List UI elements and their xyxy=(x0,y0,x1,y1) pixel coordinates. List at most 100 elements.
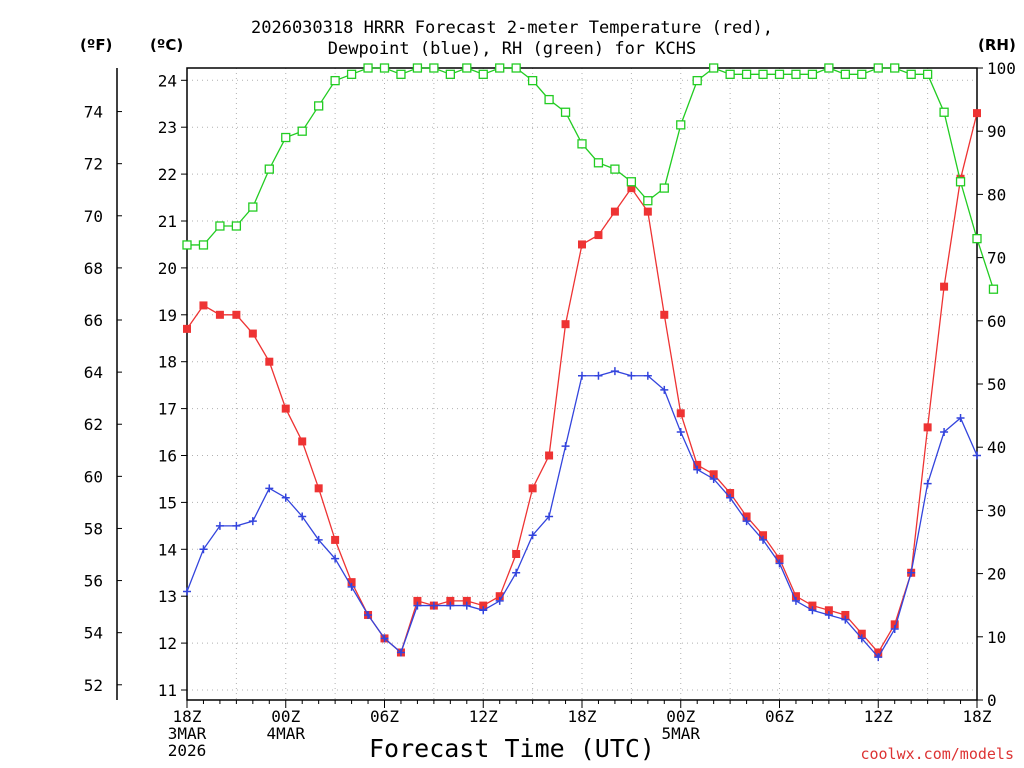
celsius-tick-label: 14 xyxy=(158,540,177,559)
rh-point xyxy=(182,240,192,250)
fahrenheit-tick-label: 52 xyxy=(84,676,103,695)
celsius-tick-label: 23 xyxy=(158,118,177,137)
rh-point xyxy=(774,69,785,79)
rh-point xyxy=(215,221,225,231)
rh-point xyxy=(346,69,357,79)
fahrenheit-tick-label: 60 xyxy=(84,467,103,486)
rh-point xyxy=(890,63,900,73)
rh-point xyxy=(709,63,719,73)
rh-point xyxy=(396,69,406,79)
dewpoint-point xyxy=(940,428,949,437)
temperature-point xyxy=(610,207,619,216)
celsius-tick-label: 24 xyxy=(158,71,177,90)
temperature-point xyxy=(331,535,340,544)
x-tick-label: 06Z xyxy=(370,707,399,726)
rh-point xyxy=(330,75,340,86)
rh-point xyxy=(379,63,390,73)
celsius-unit-label: (ºC) xyxy=(150,36,184,54)
rh-point xyxy=(922,69,933,79)
rh-point xyxy=(791,69,801,79)
temperature-point xyxy=(923,423,932,432)
temperature-point xyxy=(462,596,471,605)
rh-point xyxy=(412,63,423,73)
dewpoint-point xyxy=(874,653,883,662)
celsius-tick-label: 13 xyxy=(158,587,177,606)
temperature-point xyxy=(298,437,307,446)
rh-point xyxy=(560,107,571,117)
dewpoint-point xyxy=(693,465,702,474)
temperature-point xyxy=(281,404,290,413)
temperature-point xyxy=(874,648,883,657)
dewpoint-point xyxy=(890,625,899,634)
rh-tick-label: 50 xyxy=(987,375,1006,394)
rh-point xyxy=(198,240,209,250)
fahrenheit-tick-label: 64 xyxy=(84,363,103,382)
x-tick-label: 4MAR xyxy=(266,724,305,743)
temperature-point xyxy=(314,484,323,493)
temperature-point xyxy=(215,310,224,319)
rh-point xyxy=(544,94,554,105)
dewpoint-point xyxy=(709,474,718,483)
x-tick-label: 18Z xyxy=(568,707,597,726)
rh-point xyxy=(659,183,669,193)
rh-tick-label: 20 xyxy=(987,565,1006,584)
temperature-point xyxy=(545,451,554,460)
celsius-tick-label: 12 xyxy=(158,634,177,653)
rh-point xyxy=(462,63,472,73)
dewpoint-point xyxy=(660,385,669,394)
temperature-point xyxy=(512,549,521,558)
dewpoint-point xyxy=(923,479,932,488)
celsius-tick-label: 11 xyxy=(158,681,177,700)
dewpoint-point xyxy=(413,601,422,610)
rh-point xyxy=(676,120,686,130)
temperature-point xyxy=(479,601,488,610)
dewpoint-point xyxy=(396,648,405,657)
rh-tick-label: 40 xyxy=(987,438,1006,457)
temperature-point xyxy=(857,629,866,638)
x-tick-label: 12Z xyxy=(469,707,498,726)
temperature-point xyxy=(709,470,718,479)
temperature-point xyxy=(594,231,603,240)
temperature-point xyxy=(775,554,784,563)
x-tick-label: 18Z xyxy=(173,707,202,726)
temperature-point xyxy=(643,207,652,216)
dewpoint-point xyxy=(265,484,274,493)
dewpoint-point xyxy=(199,545,208,554)
x-tick-label: 2026 xyxy=(168,741,207,760)
celsius-tick-label: 21 xyxy=(158,212,177,231)
fahrenheit-tick-label: 66 xyxy=(84,311,103,330)
dewpoint-point xyxy=(512,568,521,577)
x-axis-title: Forecast Time (UTC) xyxy=(369,734,655,763)
rh-tick-label: 80 xyxy=(987,185,1006,204)
series-line-rh xyxy=(187,67,995,290)
celsius-tick-label: 15 xyxy=(158,493,177,512)
rh-point xyxy=(610,164,620,174)
dewpoint-point xyxy=(808,606,817,615)
dewpoint-point xyxy=(380,634,389,643)
temperature-point xyxy=(808,601,817,610)
dewpoint-point xyxy=(495,596,504,605)
fahrenheit-tick-label: 56 xyxy=(84,572,103,591)
x-tick-label: 5MAR xyxy=(661,724,700,743)
temperature-point xyxy=(824,606,833,615)
chart-title-line1: 2026030318 HRRR Forecast 2-meter Tempera… xyxy=(251,18,773,38)
dewpoint-point xyxy=(956,413,965,422)
dewpoint-point xyxy=(824,610,833,619)
rh-point xyxy=(840,69,850,79)
rh-point xyxy=(495,63,505,73)
temperature-point xyxy=(183,324,191,333)
rh-point xyxy=(939,107,949,117)
rh-tick-label: 0 xyxy=(987,691,997,710)
celsius-tick-label: 16 xyxy=(158,447,177,466)
dewpoint-point xyxy=(446,601,455,610)
rh-tick-label: 90 xyxy=(987,122,1006,141)
temperature-point xyxy=(248,329,257,338)
x-tick-label: 12Z xyxy=(864,707,893,726)
celsius-tick-label: 19 xyxy=(158,306,177,325)
temperature-point xyxy=(528,484,537,493)
rh-point xyxy=(445,69,455,79)
fahrenheit-tick-label: 62 xyxy=(84,415,103,434)
rh-point xyxy=(725,69,735,79)
celsius-tick-label: 22 xyxy=(158,165,177,184)
temperature-point xyxy=(742,512,751,521)
